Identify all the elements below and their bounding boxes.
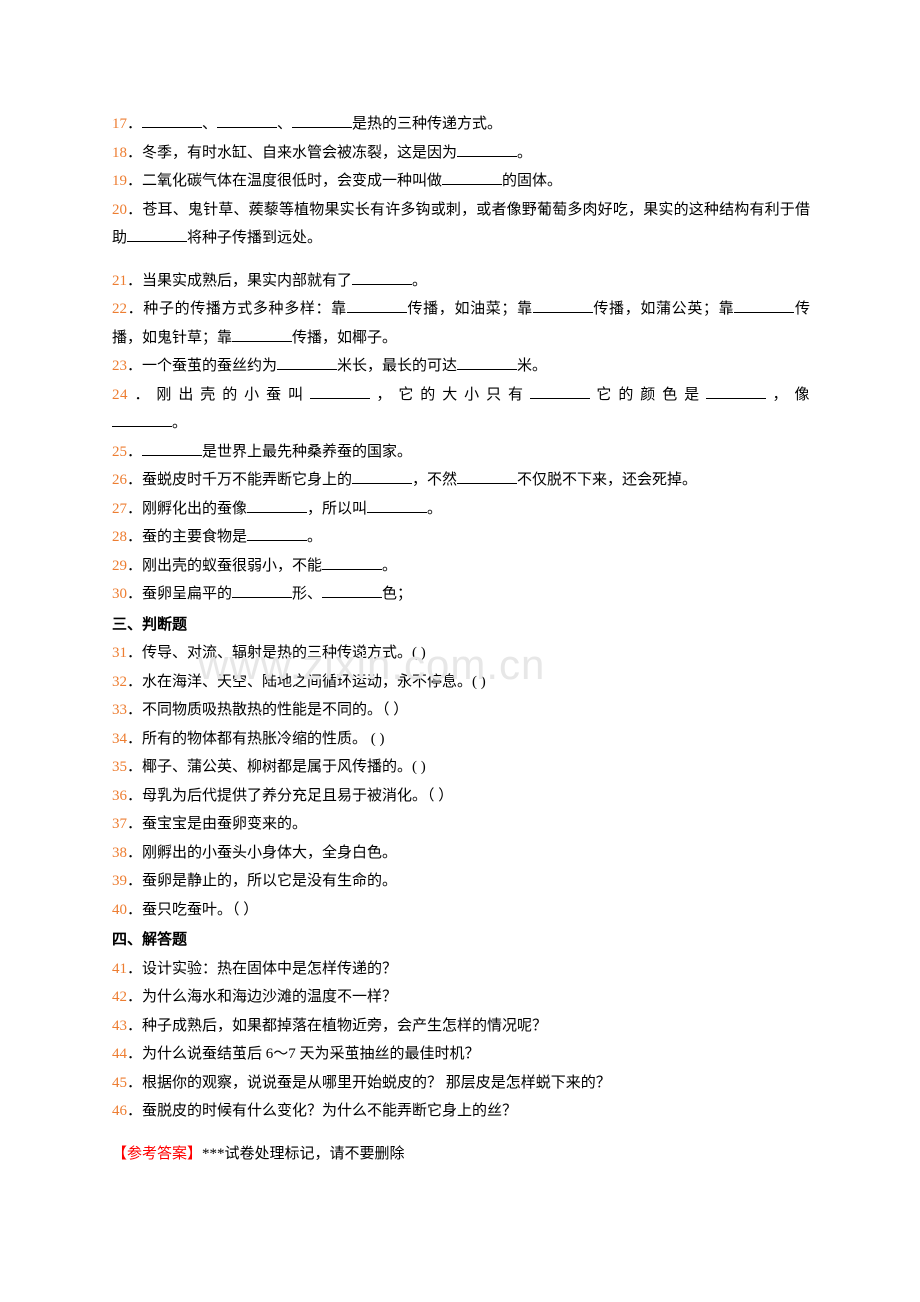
q17-num: 17: [112, 116, 127, 132]
blank: [347, 297, 407, 313]
q42: 42．为什么海水和海边沙滩的温度不一样？: [112, 983, 810, 1012]
q31: 31．传导、对流、辐射是热的三种传递方式。( ): [112, 639, 810, 668]
spacer: [112, 253, 810, 267]
q28: 28．蚕的主要食物是。: [112, 523, 810, 552]
q43: 43．种子成熟后，如果都掉落在植物近旁，会产生怎样的情况呢？: [112, 1012, 810, 1041]
q18-num: 18: [112, 145, 127, 161]
q28-num: 28: [112, 529, 127, 545]
blank: [322, 554, 382, 570]
blank: [367, 497, 427, 513]
answer-tail: ***试卷处理标记，请不要删除: [202, 1146, 405, 1162]
blank: [232, 582, 292, 598]
answer-line: 【参考答案】***试卷处理标记，请不要删除: [112, 1140, 810, 1169]
q35-num: 35: [112, 759, 127, 775]
q26: 26．蚕蜕皮时千万不能弄断它身上的，不然不仅脱不下来，还会死掉。: [112, 466, 810, 495]
q44-num: 44: [112, 1046, 127, 1062]
q23-num: 23: [112, 358, 127, 374]
q37: 37．蚕宝宝是由蚕卵变来的。: [112, 810, 810, 839]
q45: 45．根据你的观察，说说蚕是从哪里开始蜕皮的？ 那层皮是怎样蜕下来的？: [112, 1069, 810, 1098]
blank: [734, 297, 794, 313]
q33-num: 33: [112, 702, 127, 718]
q19: 19．二氧化碳气体在温度很低时，会变成一种叫做的固体。: [112, 167, 810, 196]
blank: [530, 383, 590, 399]
q36: 36．母乳为后代提供了养分充足且易于被消化。（ ）: [112, 782, 810, 811]
q45-num: 45: [112, 1075, 127, 1091]
q22-num: 22: [112, 301, 127, 317]
q38: 38．刚孵出的小蚕头小身体大，全身白色。: [112, 839, 810, 868]
q31-num: 31: [112, 645, 127, 661]
q40: 40．蚕只吃蚕叶。（ ）: [112, 896, 810, 925]
q34-num: 34: [112, 731, 127, 747]
q43-num: 43: [112, 1018, 127, 1034]
q30: 30．蚕卵呈扁平的形、色；: [112, 580, 810, 609]
q32: 32．水在海洋、天空、陆地之间循环运动，永不停息。( ): [112, 668, 810, 697]
q18: 18．冬季，有时水缸、自来水管会被冻裂，这是因为。: [112, 139, 810, 168]
blank: [457, 141, 517, 157]
blank: [322, 582, 382, 598]
q21: 21．当果实成熟后，果实内部就有了。: [112, 267, 810, 296]
q24: 24．刚出壳的小蚕叫，它的大小只有它的颜色是，像: [112, 381, 810, 410]
q20-num: 20: [112, 202, 127, 218]
blank: [457, 468, 517, 484]
blank: [232, 326, 292, 342]
blank: [533, 297, 593, 313]
blank: [112, 411, 172, 427]
q25-num: 25: [112, 444, 127, 460]
q24b: 。: [112, 409, 810, 438]
q44: 44．为什么说蚕结茧后 6～7 天为采茧抽丝的最佳时机？: [112, 1040, 810, 1069]
blank: [277, 354, 337, 370]
blank: [142, 440, 202, 456]
spacer: [112, 1126, 810, 1140]
blank: [457, 354, 517, 370]
blank: [292, 112, 352, 128]
q39: 39．蚕卵是静止的，所以它是没有生命的。: [112, 867, 810, 896]
blank: [127, 226, 187, 242]
q46: 46．蚕脱皮的时候有什么变化？为什么不能弄断它身上的丝？: [112, 1097, 810, 1126]
q26-num: 26: [112, 472, 127, 488]
section-4-heading: 四、解答题: [112, 926, 810, 955]
blank: [352, 468, 412, 484]
q32-num: 32: [112, 674, 127, 690]
blank: [217, 112, 277, 128]
blank: [247, 525, 307, 541]
answer-label: 【参考答案】: [112, 1146, 202, 1162]
q20: 20．苍耳、鬼针草、蒺藜等植物果实长有许多钩或刺，或者像野葡萄多肉好吃，果实的这…: [112, 196, 810, 253]
q38-num: 38: [112, 845, 127, 861]
q21-num: 21: [112, 273, 127, 289]
q24-num: 24: [112, 387, 128, 403]
q27: 27．刚孵化出的蚕像，所以叫。: [112, 495, 810, 524]
q22: 22．种子的传播方式多种多样：靠传播，如油菜；靠传播，如蒲公英；靠传播，如鬼针草…: [112, 295, 810, 352]
q42-num: 42: [112, 989, 127, 1005]
q34: 34．所有的物体都有热胀冷缩的性质。 ( ): [112, 725, 810, 754]
blank: [706, 383, 766, 399]
q40-num: 40: [112, 902, 127, 918]
q29: 29．刚出壳的蚁蚕很弱小，不能。: [112, 552, 810, 581]
q36-num: 36: [112, 788, 127, 804]
q25: 25．是世界上最先种桑养蚕的国家。: [112, 438, 810, 467]
q37-num: 37: [112, 816, 127, 832]
q19-num: 19: [112, 173, 127, 189]
q17: 17．、、是热的三种传递方式。: [112, 110, 810, 139]
q29-num: 29: [112, 558, 127, 574]
blank: [247, 497, 307, 513]
q35: 35．椰子、蒲公英、柳树都是属于风传播的。( ): [112, 753, 810, 782]
blank: [142, 112, 202, 128]
blank: [352, 269, 412, 285]
section-3-heading: 三、判断题: [112, 611, 810, 640]
blank: [442, 169, 502, 185]
q41-num: 41: [112, 961, 127, 977]
q23: 23．一个蚕茧的蚕丝约为米长，最长的可达米。: [112, 352, 810, 381]
q30-num: 30: [112, 586, 127, 602]
q41: 41．设计实验：热在固体中是怎样传递的？: [112, 955, 810, 984]
q33: 33．不同物质吸热散热的性能是不同的。（ ）: [112, 696, 810, 725]
q39-num: 39: [112, 873, 127, 889]
q27-num: 27: [112, 501, 127, 517]
blank: [310, 383, 370, 399]
q46-num: 46: [112, 1103, 127, 1119]
